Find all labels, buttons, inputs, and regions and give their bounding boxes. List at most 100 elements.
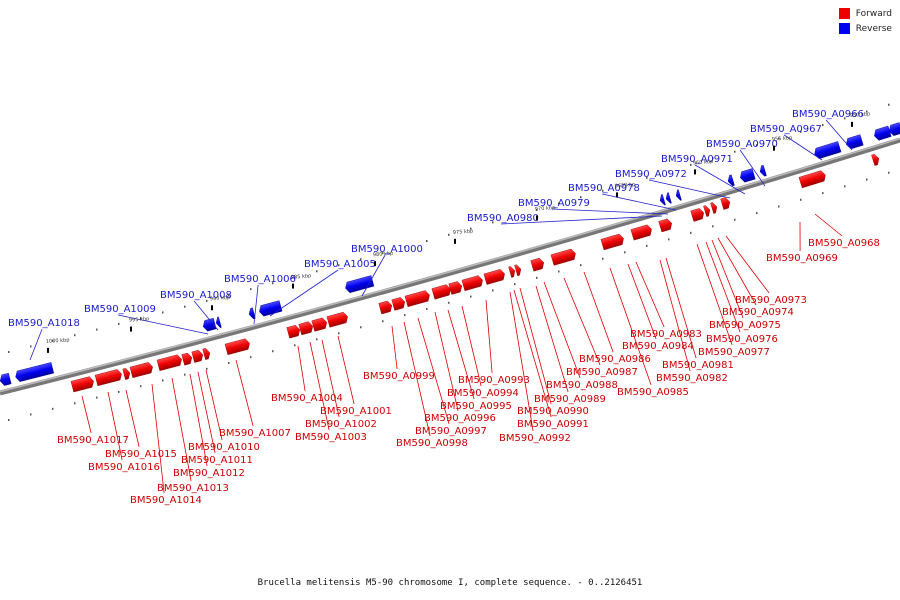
tick-dot	[580, 264, 582, 267]
minor-tick-dots	[7, 103, 890, 421]
tick-dot	[822, 124, 824, 127]
leader-bm590-a0972	[649, 179, 731, 199]
tick-label-980-kbp: 980 kbp	[373, 251, 394, 259]
forward-gene-arrow	[550, 248, 576, 266]
forward-gene-glyph	[461, 275, 483, 292]
leader-bm590-a1007	[235, 359, 254, 427]
tick-dot	[52, 407, 54, 410]
tick-label-1000-kbp: 1000 kbp	[46, 337, 70, 345]
tick-dot	[294, 276, 296, 279]
forward-gene-glyph	[70, 376, 94, 393]
forward-gene-glyph	[191, 349, 204, 363]
forward-gene-arrow	[483, 269, 505, 285]
tick-dot	[250, 288, 252, 291]
tick-dot	[690, 163, 692, 166]
tick-dot	[426, 307, 428, 310]
forward-gene-glyph	[156, 354, 182, 371]
reverse-gene-arrow	[15, 362, 55, 382]
tick-label-955-kbp: 955 kbp	[772, 135, 793, 143]
leader-bm590-a1009	[118, 314, 209, 335]
gene-label-bm590-a0994: BM590_A0994	[447, 388, 519, 399]
tick-label-960-kbp: 960 kbp	[693, 159, 714, 167]
tick-dot	[206, 299, 208, 302]
tick-label-995-kbp: 995 kbp	[129, 316, 150, 324]
leader-bm590-a1003	[309, 341, 330, 431]
tick-dot	[492, 289, 494, 292]
tick-dot	[800, 130, 802, 133]
forward-gene-arrow	[224, 338, 250, 356]
gene-features	[0, 122, 900, 393]
gene-label-bm590-a1014: BM590_A1014	[130, 495, 202, 506]
tick-mark-995-kbp	[130, 326, 132, 332]
leader-bm590-a0980	[501, 215, 663, 225]
leader-bm590-a0998	[403, 321, 431, 437]
gene-label-bm590-a0973: BM590_A0973	[735, 295, 807, 306]
leader-bm590-a0975	[711, 239, 744, 319]
reverse-gene-glyph	[15, 362, 55, 382]
gene-label-bm590-a0990: BM590_A0990	[517, 406, 589, 417]
reverse-gene-arrow	[202, 317, 217, 332]
tick-dot	[470, 295, 472, 298]
tick-dot	[734, 218, 736, 221]
tick-mark-980-kbp	[374, 261, 376, 267]
leader-bm590-a0974	[717, 237, 757, 306]
forward-gene-glyph	[600, 233, 624, 251]
tick-dot	[316, 270, 318, 273]
gene-label-bm590-a0970: BM590_A0970	[706, 139, 778, 150]
reverse-gene-arrow	[727, 174, 735, 187]
leader-bm590-a0994	[461, 305, 482, 387]
tick-dot	[580, 196, 582, 199]
reverse-gene-arrow	[345, 275, 375, 293]
forward-gene-glyph	[658, 218, 672, 233]
gene-labels: BM590_A0968BM590_A0969BM590_A0973BM590_A…	[8, 109, 880, 506]
gene-label-bm590-a0995: BM590_A0995	[440, 401, 512, 412]
tick-dot	[712, 157, 714, 160]
forward-gene-glyph	[391, 297, 406, 311]
gene-label-bm590-a0976: BM590_A0976	[706, 334, 778, 345]
reverse-gene-glyph	[0, 372, 12, 386]
tick-dot	[668, 238, 670, 241]
reverse-gene-arrow	[248, 307, 256, 320]
leader-bm590-a0978	[602, 193, 677, 211]
tick-dot	[844, 185, 846, 188]
leader-bm590-a1014	[151, 383, 165, 494]
tick-dot	[250, 356, 252, 359]
leader-bm590-a1012	[189, 373, 208, 467]
tick-dot	[360, 326, 362, 329]
tick-dot	[888, 171, 890, 174]
forward-gene-glyph	[871, 153, 880, 166]
tick-dot	[272, 282, 274, 285]
tick-label-985-kbp: 985 kbp	[291, 273, 312, 281]
tick-dot	[184, 373, 186, 376]
leader-bm590-a1008	[193, 300, 219, 331]
leader-bm590-a0988	[543, 281, 581, 379]
forward-gene-arrow	[871, 153, 880, 166]
forward-gene-glyph	[326, 311, 348, 328]
forward-gene-arrow	[391, 297, 406, 311]
label-leader-lines	[29, 119, 853, 494]
gene-label-bm590-a1016: BM590_A1016	[88, 462, 160, 473]
chromosome-backbone	[0, 137, 900, 396]
leader-bm590-a1002	[321, 339, 340, 418]
tick-dot	[712, 225, 714, 228]
gene-label-bm590-a0992: BM590_A0992	[499, 433, 571, 444]
leader-bm590-a0979	[552, 208, 669, 215]
forward-gene-arrow	[70, 376, 94, 393]
forward-gene-arrow	[461, 275, 483, 292]
tick-dot	[514, 283, 516, 286]
reverse-gene-arrow	[259, 300, 283, 317]
leader-bm590-a0992	[509, 291, 534, 432]
forward-gene-arrow	[720, 197, 731, 210]
forward-gene-glyph	[550, 248, 576, 266]
reverse-gene-glyph	[215, 316, 222, 328]
tick-dot	[30, 345, 32, 348]
gene-label-bm590-a0988: BM590_A0988	[546, 380, 618, 391]
leader-bm590-a1018	[29, 328, 43, 361]
forward-gene-glyph	[690, 208, 704, 222]
leader-bm590-a0991	[513, 289, 552, 418]
tick-dot	[52, 339, 54, 342]
tick-dot	[140, 317, 142, 320]
tick-mark-960-kbp	[694, 169, 696, 175]
gene-label-bm590-a0989: BM590_A0989	[534, 394, 606, 405]
forward-gene-arrow	[94, 369, 122, 387]
